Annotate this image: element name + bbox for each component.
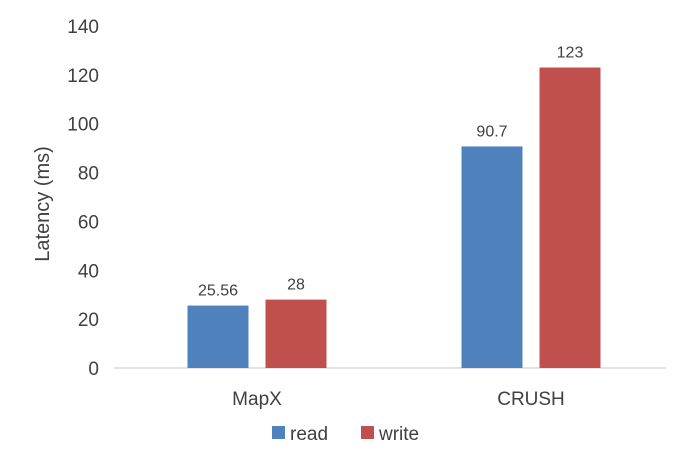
data-label-write-mapx: 28 [287,277,305,294]
legend-label-write: write [378,424,419,445]
y-tick-label: 40 [78,261,99,282]
data-labels: 25.56 28 90.7 123 [198,45,583,300]
y-tick-label: 140 [67,17,99,38]
bar-series [187,67,601,369]
category-label-mapx: MapX [232,389,282,410]
bar-read-mapx [187,305,249,368]
data-label-read-crush: 90.7 [476,123,507,140]
y-axis-label: Latency (ms) [32,146,54,262]
y-tick-label: 100 [67,115,99,136]
y-tick-labels: 0 20 40 60 80 100 120 140 [67,17,99,380]
legend-swatch-read [272,426,285,439]
y-tick-label: 60 [78,212,99,233]
bar-write-mapx [265,299,327,368]
bar-read-crush [461,146,523,368]
bar-write-crush [539,67,601,369]
y-tick-label: 80 [78,164,99,185]
legend-label-read: read [290,424,328,445]
y-tick-label: 120 [67,66,99,87]
y-tick-label: 20 [78,310,99,331]
category-labels: MapX CRUSH [232,389,565,410]
category-label-crush: CRUSH [497,389,565,410]
data-label-write-crush: 123 [557,45,584,62]
data-label-read-mapx: 25.56 [198,283,238,300]
legend-swatch-write [361,426,374,439]
legend: read write [272,424,419,445]
y-tick-label: 0 [88,359,99,380]
y-axis-label-group: Latency (ms) [32,146,54,262]
